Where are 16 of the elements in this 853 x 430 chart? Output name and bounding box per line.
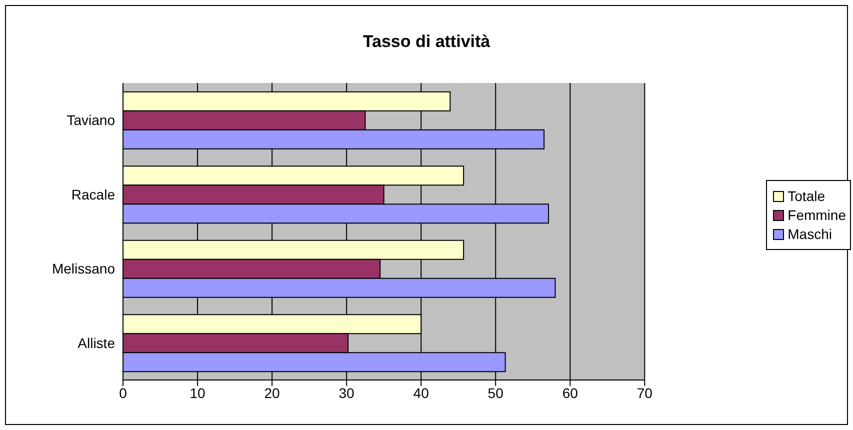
chart-title: Tasso di attività [362, 32, 492, 52]
legend-label: Femmine [788, 207, 846, 223]
x-tick-label: 70 [636, 384, 653, 401]
y-tick-label: Taviano [66, 112, 116, 128]
y-tick-label: Racale [71, 186, 116, 202]
x-tick-label: 60 [562, 384, 578, 401]
y-tick-label: Melissano [52, 260, 116, 277]
x-tick-label: 10 [190, 384, 206, 401]
x-tick-label: 50 [488, 384, 504, 401]
x-tick-label: 30 [338, 384, 355, 401]
x-tick-label: 20 [264, 384, 280, 401]
legend-label: Totale [788, 188, 825, 204]
legend-label: Maschi [788, 226, 832, 242]
y-tick-label: Alliste [78, 334, 116, 351]
x-tick-label: 0 [119, 384, 128, 401]
x-tick-label: 40 [413, 384, 430, 401]
